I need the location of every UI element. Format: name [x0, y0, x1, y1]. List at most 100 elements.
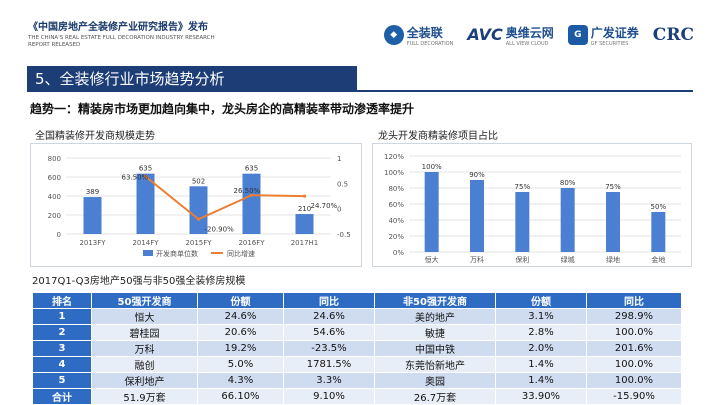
bar [295, 214, 314, 234]
table-cell: 5 [32, 372, 92, 389]
table-cell: 1.4% [495, 372, 587, 389]
table-cell: 3.3% [283, 372, 375, 389]
bar [606, 192, 620, 252]
table-cell: 100.0% [586, 356, 682, 373]
y2-tick-label: 0 [337, 206, 341, 214]
growth-label: -20.90% [205, 225, 235, 233]
growth-label: 24.70% [311, 202, 338, 210]
table-header-row: 排名 50强开发商 份额 同比 非50强开发商 份额 同比 [32, 292, 682, 309]
right-chart-title: 龙头开发商精装修项目占比 [378, 131, 498, 142]
table-cell: 敏捷 [374, 324, 496, 341]
guangfa-name: 广发证券 [590, 26, 639, 40]
quanzhuanglian-name: 全装联 [406, 26, 443, 40]
bar-value-label: 210 [298, 205, 311, 213]
table-row: 5 保利地产 4.3% 3.3% 奥园 1.4% 100.0% [32, 372, 682, 389]
table-title: 2017Q1-Q3房地产50强与非50强全装修房规模 [32, 276, 246, 287]
y2-tick-label: -0.5 [337, 231, 351, 239]
table-cell: 100.0% [586, 372, 682, 389]
bar-value-label: 100% [422, 163, 442, 171]
y-tick-label: 400 [48, 193, 61, 201]
table-cell: 5.0% [197, 356, 284, 373]
table-cell: 2.8% [495, 324, 587, 341]
table-cell: 2.0% [495, 340, 587, 357]
crc-logo: CRC [652, 24, 694, 45]
growth-line [144, 175, 305, 221]
x-tick-label: 恒大 [425, 255, 439, 264]
x-tick-label: 2017H1 [291, 239, 319, 247]
bar-value-label: 389 [86, 188, 99, 196]
y2-tick-label: 0.5 [337, 180, 348, 188]
bar [515, 192, 530, 252]
bar [470, 180, 484, 252]
trend-title: 趋势一：精装房市场更加趋向集中，龙头房企的高精装率带动渗透率提升 [30, 102, 415, 116]
logo-strip: ◆ 全装联 FULL DECORATION AVC 奥维云网 ALL VIEW … [383, 22, 694, 47]
growth-point [143, 174, 148, 179]
table-cell: 20.6% [197, 324, 284, 341]
bar-value-label: 635 [139, 165, 152, 173]
bar-value-label: 75% [515, 183, 531, 191]
report-title: 《中国房地产全装修产业研究报告》发布 [28, 22, 208, 33]
bar [136, 173, 155, 234]
bar-value-label: 635 [245, 165, 258, 173]
y-tick-label: 200 [48, 212, 61, 220]
section-title: 5、全装修行业市场趋势分析 [27, 66, 357, 92]
x-tick-label: 2014FY [132, 239, 159, 247]
x-tick-label: 绿地 [606, 255, 620, 264]
col-top50-yoy: 同比 [283, 292, 375, 309]
growth-point [249, 193, 254, 197]
bar-value-label: 90% [469, 171, 485, 179]
table-cell: 恒大 [91, 308, 198, 325]
aowei-small: ALL VIEW CLOUD [505, 41, 549, 47]
table-cell: 万科 [91, 340, 198, 357]
col-non50-yoy: 同比 [586, 292, 682, 309]
table-row: 4 融创 5.0% 1781.5% 东莞怡新地产 1.4% 100.0% [32, 356, 682, 373]
bar-value-label: 80% [560, 179, 576, 187]
col-top50-dev: 50强开发商 [91, 292, 198, 309]
y-tick-label: 40% [388, 217, 404, 225]
bar [83, 197, 102, 234]
table-cell: 融创 [91, 356, 198, 373]
table-row: 2 碧桂园 20.6% 54.6% 敏捷 2.8% 100.0% [32, 324, 682, 341]
table-cell: 奥园 [374, 372, 496, 389]
table-cell: 1.4% [495, 356, 587, 373]
quanzhuanglian-logo: ◆ 全装联 FULL DECORATION [383, 22, 453, 47]
table-row: 1 恒大 24.6% 24.6% 美的地产 3.1% 298.9% [32, 308, 682, 325]
col-non50-dev: 非50强开发商 [374, 292, 496, 309]
table-cell: 19.2% [197, 340, 284, 357]
y-tick-label: 600 [48, 174, 61, 182]
table-cell: 24.6% [283, 308, 375, 325]
table-cell: 54.6% [283, 324, 375, 341]
table-cell: 9.10% [283, 388, 375, 405]
avc-logo: AVC 奥维云网 ALL VIEW CLOUD [467, 22, 553, 47]
table-cell: 美的地产 [374, 308, 496, 325]
table-cell: 4.3% [197, 372, 284, 389]
section-divider [357, 90, 693, 92]
table-cell: -23.5% [283, 340, 375, 357]
y-tick-label: 800 [48, 155, 61, 163]
table-cell: 66.10% [197, 388, 284, 405]
table-cell: 3.1% [495, 308, 587, 325]
table-cell: 298.9% [586, 308, 682, 325]
bar [189, 186, 208, 234]
right-chart: 0% 20% 40% 60% 80% 100% 120% 100% 恒大 90% 万科 75% 保利 80… [372, 143, 692, 267]
growth-label: 26.50% [234, 187, 261, 195]
y-tick-label: 20% [388, 233, 404, 241]
y-tick-label: 60% [388, 201, 404, 209]
top-developer-ratio-chart: 0% 20% 40% 60% 80% 100% 120% 100% 恒大 90% 万科 75% 保利 80… [384, 153, 681, 264]
bar [560, 188, 575, 252]
table-cell: 保利地产 [91, 372, 198, 389]
report-subtitle: THE CHINA'S REAL ESTATE FULL DECORATION … [28, 35, 215, 48]
table-cell: 26.7万套 [374, 388, 496, 405]
report-header: 《中国房地产全装修产业研究报告》发布 THE CHINA'S REAL ESTA… [28, 18, 218, 49]
y-tick-label: 0% [393, 249, 404, 257]
table-cell: 2 [32, 324, 92, 341]
growth-point [196, 217, 201, 221]
x-tick-label: 绿城 [561, 255, 575, 264]
table-cell: 1781.5% [283, 356, 375, 373]
x-tick-label: 万科 [470, 255, 484, 264]
quanzhuanglian-icon: ◆ [383, 24, 404, 45]
table-cell: 中国中铁 [374, 340, 496, 357]
legend-swatch-bar [143, 250, 153, 256]
legend-label-bar: 开发商单位数 [156, 249, 198, 258]
table-cell: -15.90% [586, 388, 682, 405]
